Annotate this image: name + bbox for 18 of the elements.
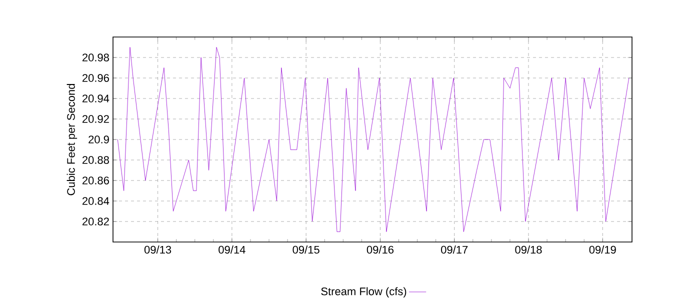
x-tick-label: 09/17 xyxy=(441,246,468,254)
x-tick-label: 09/15 xyxy=(292,246,320,254)
x-tick-label: 09/19 xyxy=(589,246,616,254)
y-tick-label: 20.86 xyxy=(82,176,109,184)
y-tick-label: 20.94 xyxy=(82,94,110,102)
y-tick-label: 20.96 xyxy=(82,74,109,82)
x-tick-label: 09/16 xyxy=(366,246,394,254)
x-tick-label: 09/14 xyxy=(218,246,246,254)
y-tick-label: 20.9 xyxy=(88,136,109,144)
legend-label: Stream Flow (cfs) xyxy=(321,287,406,298)
x-tick-label: 09/18 xyxy=(515,246,542,254)
y-axis-title: Cubic Feet per Second xyxy=(66,84,78,196)
y-tick-label: 20.92 xyxy=(82,115,109,123)
y-tick-label: 20.98 xyxy=(82,54,109,62)
y-tick-label: 20.88 xyxy=(82,156,109,164)
y-tick-label: 20.84 xyxy=(82,197,110,205)
x-tick-label: 09/13 xyxy=(144,246,172,254)
y-tick-label: 20.82 xyxy=(82,218,109,226)
